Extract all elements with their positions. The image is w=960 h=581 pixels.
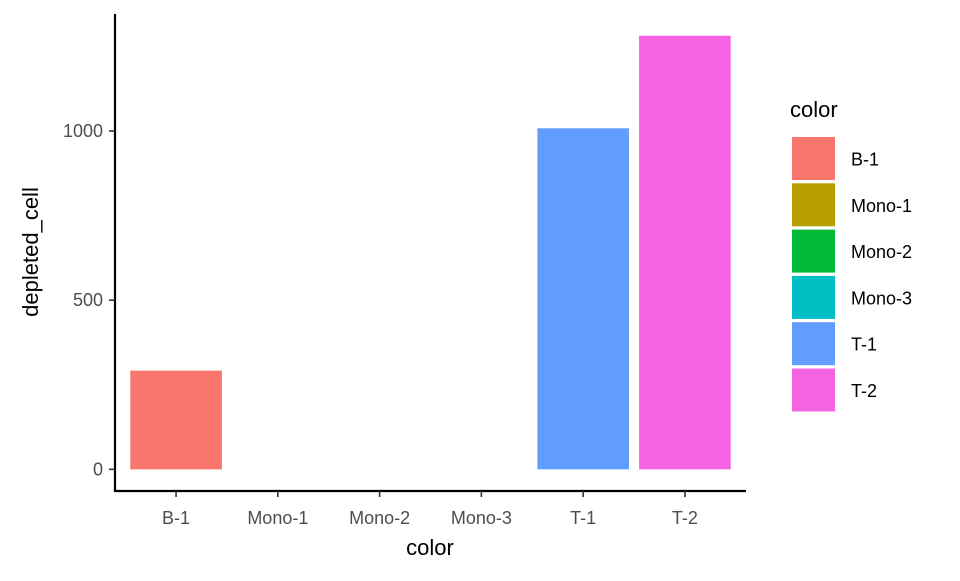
legend-key-mono-2 xyxy=(792,229,835,273)
y-tick-label: 1000 xyxy=(63,121,103,141)
legend-key-mono-1 xyxy=(792,183,835,227)
bar-b-1 xyxy=(130,370,222,470)
y-tick-label: 500 xyxy=(73,290,103,310)
y-axis-title: depleted_cell xyxy=(18,187,43,317)
legend-key-t-1 xyxy=(792,322,835,366)
x-tick-label: Mono-2 xyxy=(349,508,410,528)
bar-t-2 xyxy=(639,35,731,470)
legend-key-mono-3 xyxy=(792,275,835,319)
x-tick-label: B-1 xyxy=(162,508,190,528)
legend-key-t-2 xyxy=(792,368,835,412)
x-tick-label: Mono-1 xyxy=(247,508,308,528)
x-tick-label: Mono-3 xyxy=(451,508,512,528)
legend-label: B-1 xyxy=(851,150,879,170)
legend-label: T-2 xyxy=(851,381,877,401)
legend-label: Mono-1 xyxy=(851,196,912,216)
legend-title: color xyxy=(790,97,838,122)
legend-key-b-1 xyxy=(792,137,835,180)
axes-layer xyxy=(113,14,746,493)
bars-layer xyxy=(130,35,731,470)
y-tick-label: 0 xyxy=(93,459,103,479)
x-tick-label: T-1 xyxy=(570,508,596,528)
x-axis-title: color xyxy=(406,535,454,560)
x-tick-label: T-2 xyxy=(672,508,698,528)
bar-t-1 xyxy=(537,128,629,470)
legend-label: Mono-3 xyxy=(851,288,912,308)
ticks-layer: B-1 Mono-1 Mono-2 Mono-3 T-1 T-2 0 500 1000 xyxy=(63,121,698,528)
legend: color B-1 Mono-1 Mono-2 Mono-3 T-1 T-2 xyxy=(790,97,912,412)
legend-label: Mono-2 xyxy=(851,242,912,262)
legend-label: T-1 xyxy=(851,335,877,355)
